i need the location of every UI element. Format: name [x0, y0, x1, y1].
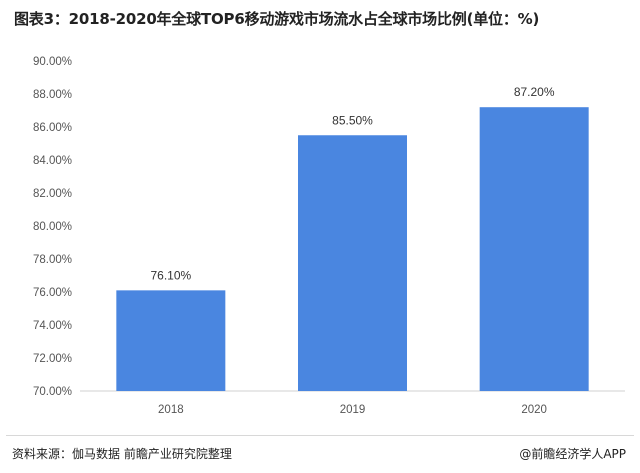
x-axis-ticks: 2018 2019 2020 — [158, 404, 547, 416]
y-tick-label: 80.00% — [33, 221, 72, 233]
y-tick-label: 82.00% — [33, 188, 72, 200]
value-label-2018: 76.10% — [150, 268, 191, 282]
credit-note: @前瞻经济学人APP — [519, 447, 626, 461]
value-labels-group: 76.10% 85.50% 87.20% — [150, 85, 554, 282]
y-tick-label: 88.00% — [33, 89, 72, 101]
y-tick-label: 70.00% — [33, 386, 72, 398]
bars-group — [116, 107, 589, 391]
y-tick-label: 74.00% — [33, 320, 72, 332]
footer-divider — [6, 435, 634, 436]
y-tick-label: 72.00% — [33, 353, 72, 365]
y-tick-label: 78.00% — [33, 254, 72, 266]
y-tick-label: 86.00% — [33, 122, 72, 134]
chart-title: 图表3：2018-2020年全球TOP6移动游戏市场流水占全球市场比例(单位：%… — [14, 10, 540, 28]
value-label-2020: 87.20% — [514, 85, 555, 99]
x-tick-label-2020: 2020 — [521, 404, 547, 416]
bar-2020 — [479, 107, 589, 391]
y-tick-label: 84.00% — [33, 155, 72, 167]
value-label-2019: 85.50% — [332, 113, 373, 127]
y-tick-label: 76.00% — [33, 287, 72, 299]
bar-2019 — [298, 135, 407, 391]
x-tick-label-2019: 2019 — [340, 404, 366, 416]
x-tick-label-2018: 2018 — [158, 404, 184, 416]
source-note: 资料来源：伽马数据 前瞻产业研究院整理 — [12, 447, 232, 461]
y-tick-label: 90.00% — [33, 56, 72, 68]
y-axis-ticks: 70.00% 72.00% 74.00% 76.00% 78.00% 80.00% 82.0… — [33, 56, 72, 398]
bar-2018 — [116, 290, 226, 391]
